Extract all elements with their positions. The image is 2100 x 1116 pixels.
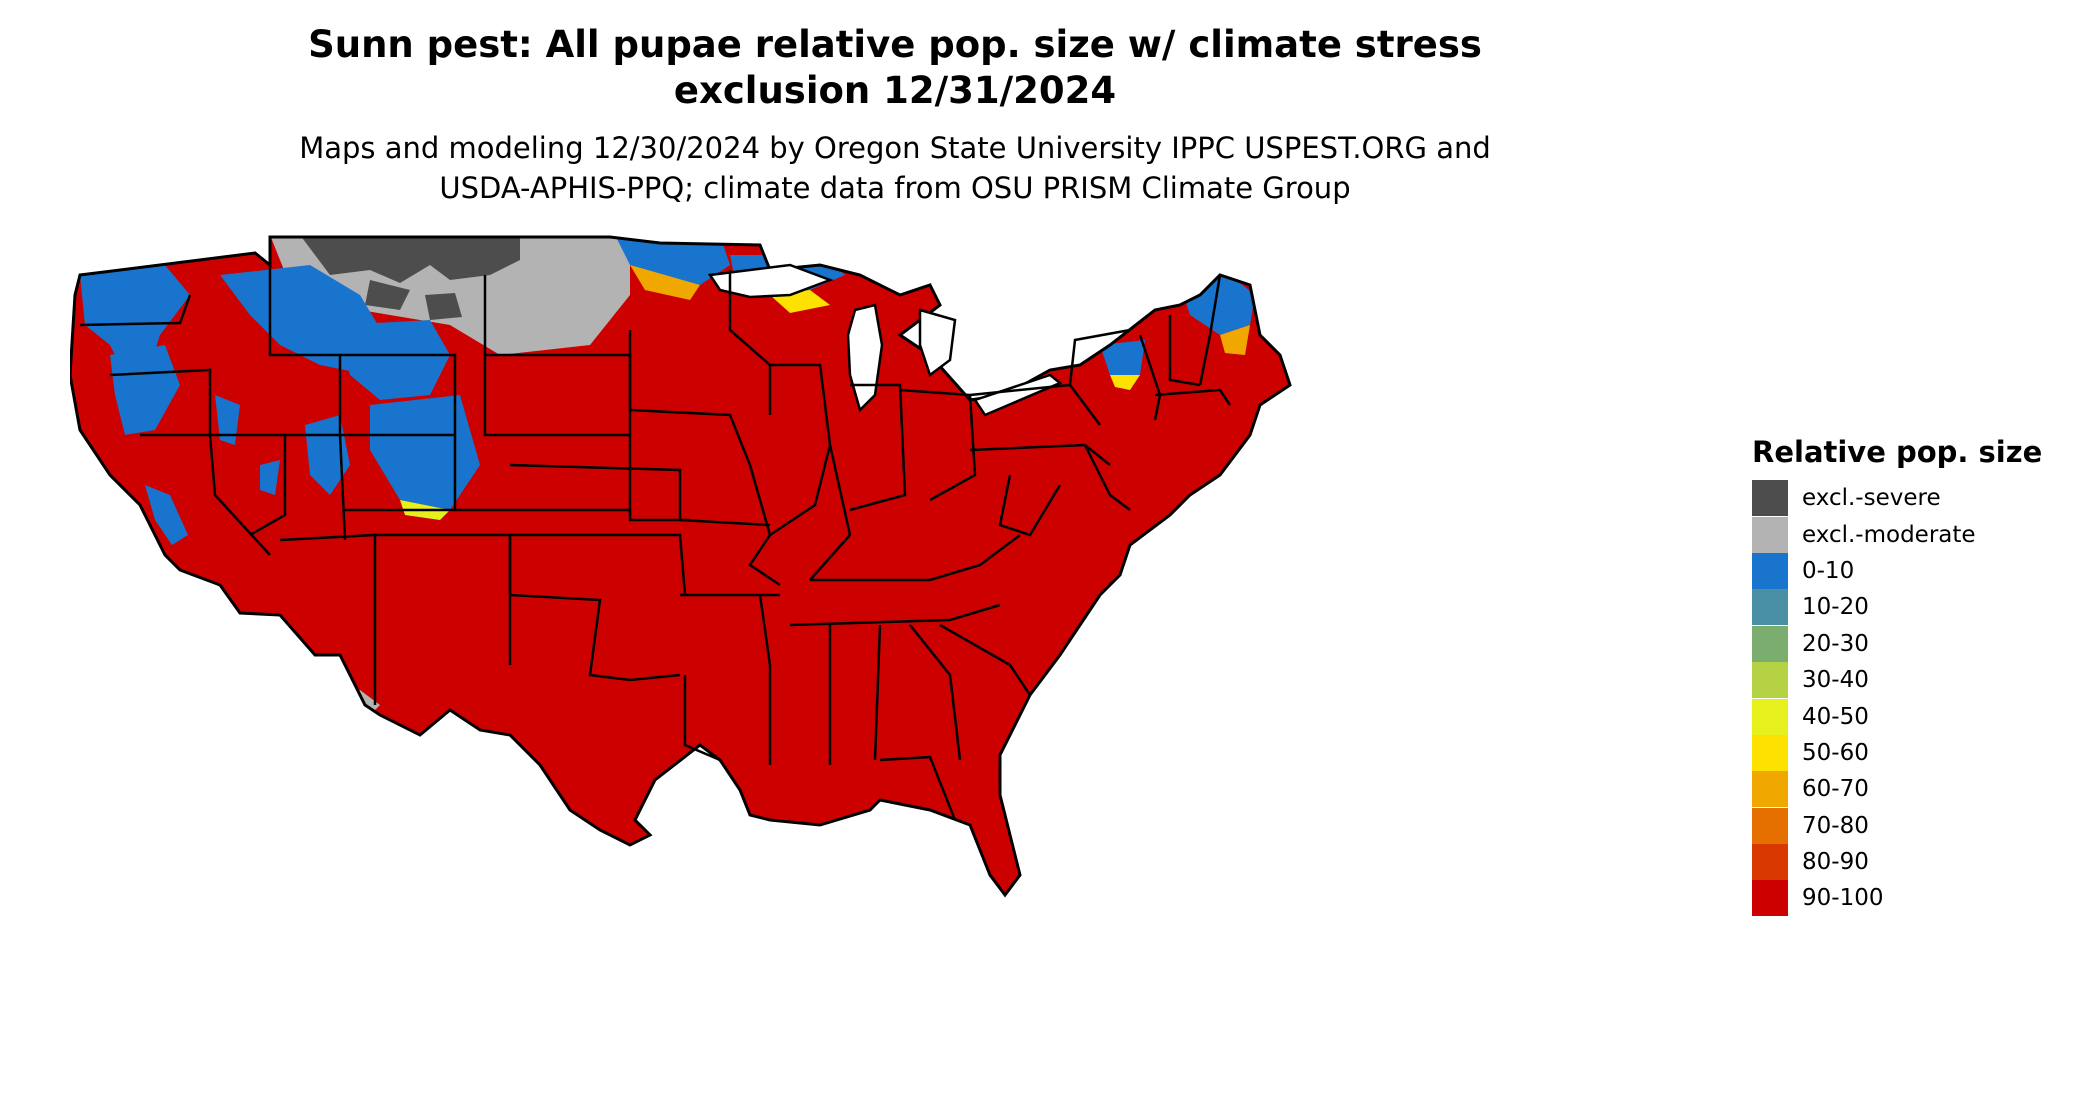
low-sierra-nevada <box>145 485 188 545</box>
legend-item: 20-30 <box>1752 625 2042 662</box>
excl-severe-patches <box>365 280 462 320</box>
legend-item: 50-60 <box>1752 734 2042 771</box>
legend-label: 60-70 <box>1802 776 1869 803</box>
legend-label: 0-10 <box>1802 557 1855 584</box>
legend-item: 80-90 <box>1752 844 2042 881</box>
legend-swatch <box>1752 625 1788 662</box>
excl-severe-montana <box>300 237 520 283</box>
excl-severe-arizona <box>300 720 332 743</box>
fringe-minnesota <box>630 265 700 300</box>
legend-item: 30-40 <box>1752 662 2042 699</box>
legend-swatch <box>1752 516 1788 553</box>
legend-swatch <box>1752 771 1788 808</box>
state-borders <box>79 237 1232 821</box>
legend-label: 40-50 <box>1802 703 1869 730</box>
map-subtitle: Maps and modeling 12/30/2024 by Oregon S… <box>0 128 1790 208</box>
legend-label: 20-30 <box>1802 630 1869 657</box>
low-oregon-cascades <box>110 345 180 435</box>
legend-swatch <box>1752 880 1788 917</box>
legend-swatch <box>1752 589 1788 626</box>
legend-title: Relative pop. size <box>1752 435 2043 469</box>
legend-swatch <box>1752 480 1788 517</box>
lake-huron <box>918 308 957 378</box>
lake-erie <box>973 373 1063 417</box>
low-colorado-rockies <box>370 395 480 510</box>
legend-swatch <box>1752 698 1788 735</box>
legend-item: 70-80 <box>1752 807 2042 844</box>
legend-swatch <box>1752 844 1788 881</box>
legend-swatch <box>1752 662 1788 699</box>
legend-item: 60-70 <box>1752 771 2042 808</box>
legend-swatch <box>1752 807 1788 844</box>
legend-label: 30-40 <box>1802 667 1869 694</box>
subtitle-line-1: Maps and modeling 12/30/2024 by Oregon S… <box>299 131 1491 165</box>
legend-label: 80-90 <box>1802 849 1869 876</box>
us-map <box>70 235 1292 897</box>
legend-item: excl.-moderate <box>1752 516 2042 553</box>
legend-label: 50-60 <box>1802 739 1869 766</box>
title-line-2: exclusion 12/31/2024 <box>673 69 1117 112</box>
map-legend: Relative pop. size excl.-severe excl.-mod… <box>1752 432 2042 917</box>
legend-label: 70-80 <box>1802 812 1869 839</box>
low-cascades <box>80 265 190 375</box>
legend-swatch <box>1752 552 1788 589</box>
subtitle-line-2: USDA-APHIS-PPQ; climate data from OSU PR… <box>439 171 1351 205</box>
fringe-maine <box>1220 325 1250 355</box>
legend-item: excl.-severe <box>1752 480 2042 517</box>
legend-rows: excl.-severe excl.-moderate 0-10 10-20 20-30… <box>1752 480 2042 917</box>
low-adirondacks <box>1100 340 1145 375</box>
fringe-adirondacks <box>1110 375 1140 390</box>
legend-item: 0-10 <box>1752 552 2042 589</box>
low-northern-minnesota <box>615 237 730 285</box>
title-line-1: Sunn pest: All pupae relative pop. size … <box>308 23 1482 66</box>
legend-swatch <box>1752 734 1788 771</box>
legend-label: excl.-moderate <box>1802 521 1976 548</box>
lake-superior <box>707 263 834 299</box>
legend-label: excl.-severe <box>1802 485 1941 512</box>
legend-item: 40-50 <box>1752 698 2042 735</box>
legend-label: 10-20 <box>1802 594 1869 621</box>
legend-item: 10-20 <box>1752 589 2042 626</box>
low-wyoming-rockies <box>340 320 450 400</box>
legend-item: 90-100 <box>1752 880 2042 917</box>
map-title: Sunn pest: All pupae relative pop. size … <box>0 22 1790 114</box>
legend-label: 90-100 <box>1802 885 1884 912</box>
low-nevada-ranges <box>215 395 280 495</box>
